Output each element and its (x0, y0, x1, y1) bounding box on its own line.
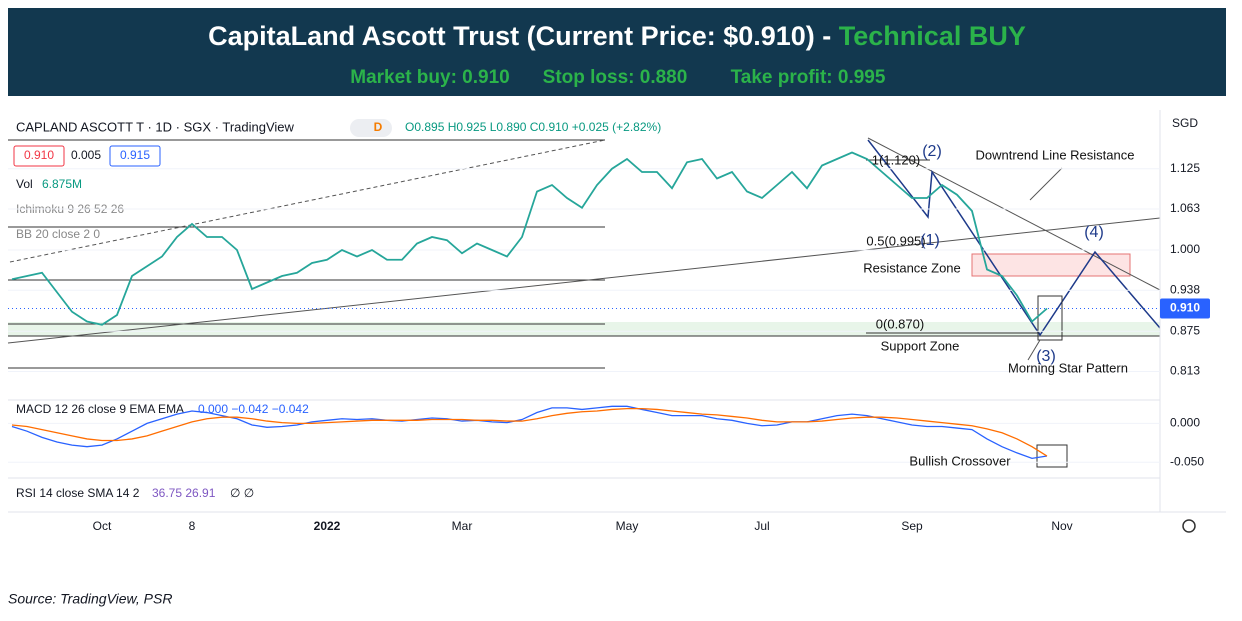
title-text: CapitaLand Ascott Trust (Current Price: … (208, 21, 839, 51)
badge-bg (350, 119, 392, 137)
vol-label: Vol (16, 177, 33, 191)
last-price-label: 0.910 (1170, 301, 1200, 315)
annotation: (4) (1084, 224, 1104, 241)
vol-value: 6.875M (42, 177, 82, 191)
ask: 0.915 (120, 148, 150, 162)
take-profit: Take profit: 0.995 (731, 67, 886, 88)
last-price-box (1160, 298, 1210, 319)
annotation: 1(1.120) (872, 152, 920, 167)
y-tick-label: 0.875 (1170, 323, 1200, 337)
annotation: Bullish Crossover (909, 453, 1011, 468)
x-tick-label: Jul (754, 519, 769, 533)
bid: 0.910 (24, 148, 54, 162)
x-tick-label: Nov (1051, 519, 1072, 533)
bid-box (13, 145, 65, 167)
settings-icon[interactable] (1182, 519, 1196, 533)
annotation: Support Zone (881, 338, 960, 353)
x-tick-label: 8 (189, 519, 196, 533)
y-tick-label: -0.050 (1170, 454, 1204, 468)
rising-trend (7, 217, 1161, 344)
annotation: Downtrend Line Resistance (976, 147, 1135, 162)
market-buy: Market buy: 0.910 (350, 67, 509, 88)
header-title: CapitaLand Ascott Trust (Current Price: … (208, 21, 1026, 51)
horizontal-levels (8, 139, 1160, 369)
bollinger: BB 20 close 2 0 (16, 227, 100, 241)
source: Source: TradingView, PSR (8, 591, 172, 607)
ask-box (109, 145, 161, 167)
symbol: CAPLAND ASCOTT T · 1D · SGX · TradingVie… (16, 119, 295, 134)
rsi-label: RSI 14 close SMA 14 2 (16, 486, 140, 500)
rsi-values: 36.75 26.91 (152, 486, 216, 500)
annotation: Resistance Zone (863, 260, 961, 275)
annotation: (3) (1036, 348, 1056, 365)
annotation: 0.5(0.995) (866, 233, 925, 248)
y-tick-label: 1.000 (1170, 242, 1200, 256)
x-tick-label: Sep (901, 519, 923, 533)
annotation-pointer (1029, 167, 1063, 201)
header-band (8, 8, 1226, 96)
rsi-rest: ∅ ∅ (230, 486, 254, 500)
y-tick-label: 0.938 (1170, 282, 1200, 296)
spread: 0.005 (71, 148, 101, 162)
series-line (11, 151, 1048, 326)
x-tick-label: Oct (93, 519, 112, 533)
macd-values: 0.000 −0.042 −0.042 (198, 402, 309, 416)
y-tick-label: 1.063 (1170, 201, 1200, 215)
series-line (11, 408, 1048, 457)
x-tick-label: 2022 (314, 519, 341, 533)
morning-star-box (1037, 295, 1063, 341)
annotation: 0(0.870) (876, 316, 924, 331)
y-tick-label: 1.125 (1170, 161, 1200, 175)
annotation: Morning Star Pattern (1008, 360, 1128, 375)
ohlc: O0.895 H0.925 L0.890 C0.910 +0.025 (+2.8… (405, 120, 661, 134)
x-tick-label: May (616, 519, 639, 533)
badge: D (374, 120, 383, 134)
wave-path (867, 139, 1161, 337)
y-tick-label: 0.813 (1170, 364, 1200, 378)
title-highlight: Technical BUY (839, 21, 1026, 51)
dotted-trend (9, 139, 606, 263)
annotation-pointer (1027, 339, 1041, 361)
y-tick-label: 0.000 (1170, 416, 1200, 430)
x-tick-label: Mar (452, 519, 473, 533)
macd-label: MACD 12 26 close 9 EMA EMA (16, 402, 184, 416)
downtrend-line (867, 137, 1161, 291)
annotation: (2) (922, 143, 942, 160)
annotation: (1) (920, 232, 940, 249)
crossover-box (1036, 444, 1068, 468)
currency: SGD (1172, 116, 1198, 130)
stop-loss: Stop loss: 0.880 (543, 67, 688, 88)
